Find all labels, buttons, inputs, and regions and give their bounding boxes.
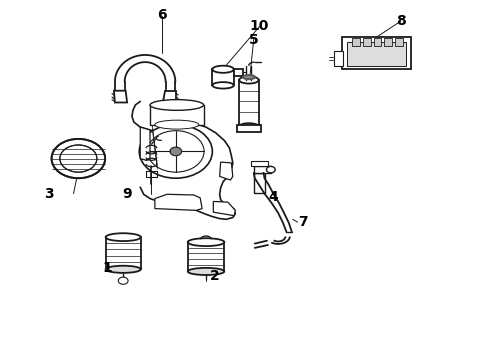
- Text: 4: 4: [269, 190, 278, 204]
- Bar: [239, 80, 259, 126]
- Bar: [334, 51, 343, 66]
- Bar: [384, 38, 392, 46]
- Circle shape: [139, 125, 212, 178]
- Ellipse shape: [267, 166, 275, 173]
- Bar: [347, 42, 406, 66]
- Polygon shape: [213, 202, 235, 216]
- Text: 5: 5: [249, 33, 259, 47]
- Bar: [254, 166, 271, 173]
- Ellipse shape: [243, 75, 255, 79]
- Circle shape: [118, 277, 128, 284]
- Text: 1: 1: [103, 261, 113, 275]
- Text: 3: 3: [44, 186, 54, 201]
- Circle shape: [51, 139, 105, 178]
- Ellipse shape: [212, 66, 234, 73]
- Ellipse shape: [239, 123, 259, 130]
- Text: 7: 7: [298, 215, 307, 229]
- Bar: [251, 161, 269, 166]
- Text: 9: 9: [122, 186, 132, 201]
- Bar: [395, 38, 403, 46]
- Ellipse shape: [188, 238, 224, 246]
- Circle shape: [170, 147, 182, 156]
- Polygon shape: [140, 127, 150, 160]
- Bar: [234, 69, 243, 76]
- Ellipse shape: [150, 100, 203, 111]
- Ellipse shape: [188, 268, 224, 275]
- Bar: [352, 38, 360, 46]
- Polygon shape: [155, 194, 202, 210]
- Bar: [150, 105, 203, 125]
- Polygon shape: [163, 91, 176, 103]
- Bar: [254, 173, 266, 193]
- Bar: [374, 38, 381, 46]
- Bar: [237, 125, 261, 132]
- Ellipse shape: [106, 266, 141, 273]
- Bar: [212, 69, 234, 85]
- Ellipse shape: [239, 76, 259, 84]
- Polygon shape: [114, 91, 127, 103]
- Bar: [188, 242, 224, 271]
- Bar: [106, 237, 141, 269]
- Circle shape: [60, 145, 97, 172]
- Text: 6: 6: [157, 8, 167, 22]
- Ellipse shape: [155, 120, 199, 129]
- Bar: [343, 37, 411, 69]
- Ellipse shape: [212, 82, 234, 89]
- Text: 8: 8: [396, 14, 406, 28]
- Text: 10: 10: [250, 19, 270, 33]
- Bar: [363, 38, 371, 46]
- Circle shape: [147, 131, 204, 172]
- Text: 2: 2: [210, 269, 220, 283]
- Ellipse shape: [106, 233, 141, 241]
- Polygon shape: [220, 162, 233, 180]
